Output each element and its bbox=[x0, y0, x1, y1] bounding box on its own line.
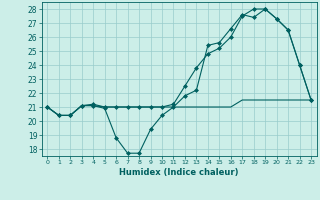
X-axis label: Humidex (Indice chaleur): Humidex (Indice chaleur) bbox=[119, 168, 239, 177]
